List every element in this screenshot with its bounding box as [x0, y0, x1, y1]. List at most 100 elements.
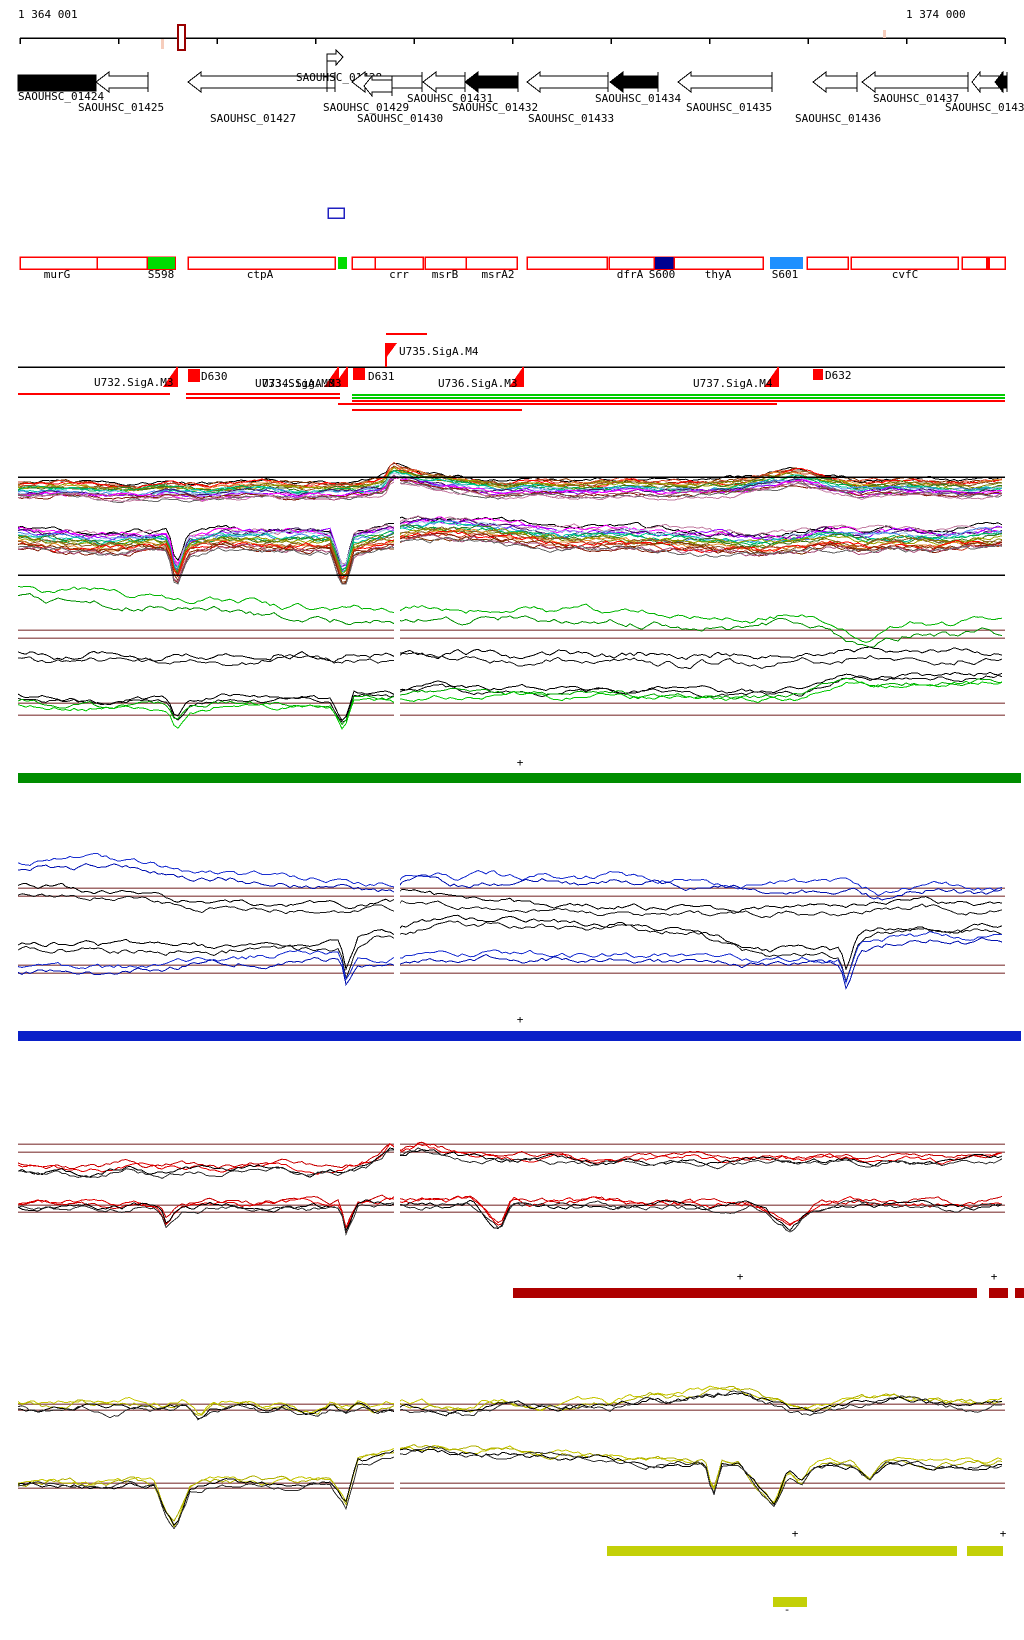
darkred-coverage-bar[interactable] [1015, 1288, 1024, 1298]
gene-arrow[interactable] [526, 70, 609, 94]
ruler-start-label: 1 364 001 [18, 8, 78, 21]
expression-line [17, 534, 1003, 585]
gene-arrow[interactable] [677, 70, 773, 94]
cds-box[interactable] [526, 256, 608, 270]
tss-flag-down[interactable] [163, 367, 177, 387]
expression-line [17, 481, 1003, 503]
yellow-coverage-bar[interactable] [607, 1546, 957, 1556]
expression-line [17, 1143, 1003, 1175]
expression-line [17, 671, 1003, 722]
cds-label: thyA [705, 268, 732, 281]
feature-label: U733.SigA.M3 [255, 377, 334, 390]
darkred-coverage-bar[interactable] [989, 1288, 1008, 1298]
expression-line [17, 1195, 1003, 1234]
expression-line [17, 1448, 1003, 1527]
gene-label: SAOUHSC_01431 [407, 92, 493, 105]
expression-line [17, 863, 1003, 901]
gene-label: SAOUHSC_01432 [452, 101, 538, 114]
strand-plus-sign: + [991, 1270, 998, 1283]
expression-line [17, 893, 1003, 919]
cds-box[interactable] [850, 256, 959, 270]
yellow-small-bar[interactable] [773, 1597, 807, 1607]
terminator-box[interactable] [353, 368, 365, 380]
gene-arrow[interactable] [326, 48, 344, 67]
gene-label: SAOUHSC_01436 [795, 112, 881, 125]
cds-box[interactable] [608, 256, 764, 270]
panel-gap [394, 588, 400, 742]
gene-label: SAOUHSC_01427 [210, 112, 296, 125]
strand-plus-sign: + [517, 756, 524, 769]
terminator-box[interactable] [188, 369, 200, 382]
cds-box[interactable] [961, 256, 1006, 270]
expression-line [17, 852, 1003, 897]
expression-line [17, 1446, 1003, 1530]
darkred-coverage-bar[interactable] [513, 1288, 977, 1298]
strand-plus-sign: + [737, 1270, 744, 1283]
feature-label: U736.SigA.M3 [438, 377, 517, 390]
feature-label: U734.SigA.M3 [262, 377, 341, 390]
cds-box[interactable] [187, 256, 336, 270]
gene-arrow[interactable] [464, 70, 519, 94]
selection-rect[interactable] [327, 207, 345, 219]
tss-flag-down[interactable] [764, 367, 778, 387]
tss-flag-down[interactable] [509, 367, 523, 387]
tss-flag-down[interactable] [333, 367, 347, 387]
gene-arrow[interactable] [609, 70, 659, 94]
expression-line [17, 1141, 1003, 1170]
gene-arrow[interactable] [861, 70, 969, 94]
cds-box[interactable] [770, 257, 803, 269]
expression-line [17, 592, 1003, 648]
cds-label: ctpA [247, 268, 274, 281]
strand-minus-sign: - [784, 1603, 791, 1616]
ruler-end-label: 1 374 000 [906, 8, 966, 21]
expression-line [17, 1443, 1003, 1522]
expression-line [17, 930, 1003, 985]
cds-segment [654, 257, 674, 269]
gene-arrow[interactable] [422, 70, 466, 94]
gene-label: SAOUHSC_01424 [18, 90, 104, 103]
gene-label: SAOUHSC_01438 [945, 101, 1024, 114]
cds-label: msrA2 [481, 268, 514, 281]
expression-line [17, 477, 1003, 501]
expression-line [17, 466, 1003, 492]
cds-box[interactable] [806, 256, 849, 270]
cds-box[interactable] [338, 257, 347, 269]
gene-arrow[interactable] [17, 74, 97, 92]
cds-box[interactable] [351, 256, 424, 270]
blue-coverage-bar[interactable] [18, 1031, 1021, 1041]
strand-plus-sign: + [792, 1527, 799, 1540]
cds-segment [148, 257, 175, 269]
panel-gap [394, 1386, 400, 1512]
expression-line [17, 469, 1003, 494]
tss-flag-down[interactable] [324, 367, 338, 387]
expression-line [17, 882, 1003, 914]
gene-label: SAOUHSC_01429 [323, 101, 409, 114]
green-coverage-bar[interactable] [18, 773, 1021, 783]
gene-arrow[interactable] [95, 70, 149, 94]
terminator-box[interactable] [813, 369, 823, 380]
expression-line [17, 1392, 1003, 1420]
expression-line [17, 652, 1003, 670]
gene-label: SAOUHSC_01434 [595, 92, 681, 105]
cds-label: S601 [772, 268, 799, 281]
expression-line [17, 677, 1003, 726]
expression-line [17, 680, 1003, 730]
cds-label: dfrA [617, 268, 644, 281]
yellow-coverage-bar[interactable] [967, 1546, 1003, 1556]
cds-box[interactable] [424, 256, 518, 270]
expression-line [17, 1199, 1003, 1236]
gene-arrow[interactable] [812, 70, 858, 94]
gene-arrow[interactable] [994, 70, 1008, 94]
expression-line [17, 530, 1003, 579]
expression-line [17, 536, 1003, 585]
expression-line [17, 1390, 1002, 1421]
cds-label: S598 [148, 268, 175, 281]
feature-label: D632 [825, 369, 852, 382]
expression-line [17, 585, 1003, 643]
cds-label: S600 [649, 268, 676, 281]
expression-line [17, 1199, 1003, 1233]
tss-flag-up[interactable] [386, 343, 397, 358]
expression-line [17, 646, 1003, 663]
feature-label: D630 [201, 370, 228, 383]
ruler-selection-marker[interactable] [177, 24, 186, 51]
